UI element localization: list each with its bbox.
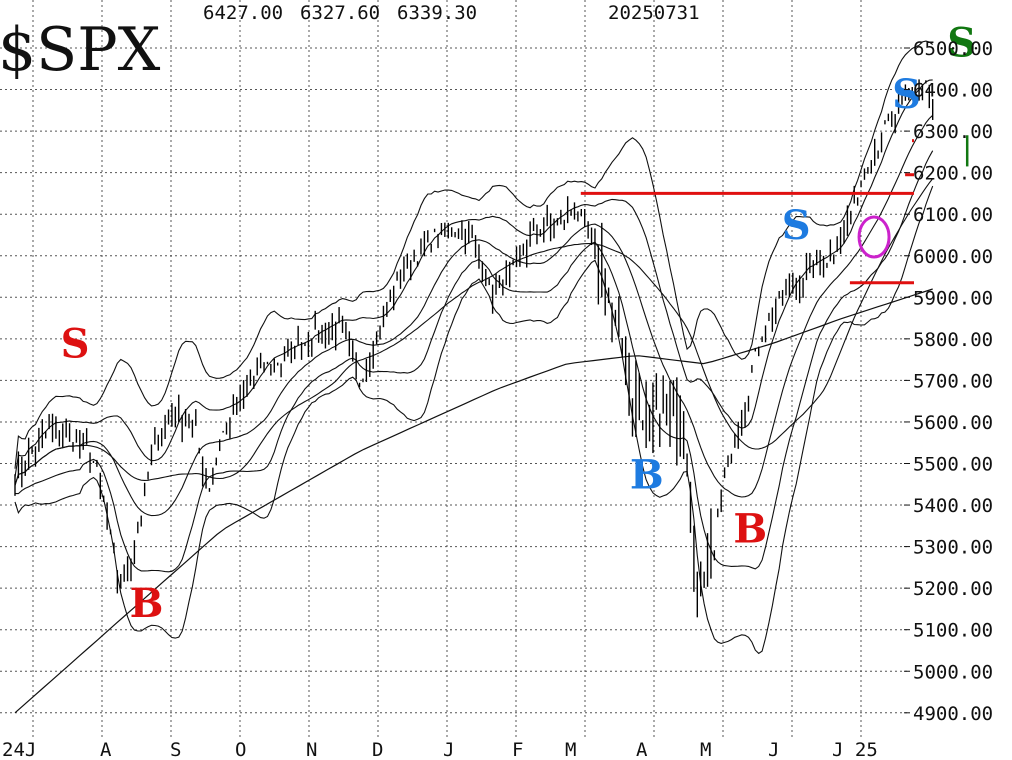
x-tick-label: J (768, 739, 779, 760)
header-high: 6427.00 (203, 2, 283, 24)
y-tick-label: 5000.00 (913, 661, 993, 683)
header-close: 6339.30 (397, 2, 477, 24)
x-tick-label: D (372, 739, 383, 760)
x-tick-label: A (636, 739, 648, 760)
ma-200-line (14, 288, 933, 714)
lower-band-inner (15, 150, 934, 573)
y-tick-label: 5700.00 (913, 370, 993, 392)
header-low: 6327.60 (300, 2, 380, 24)
signal-label: B (733, 505, 767, 552)
y-tick-label: 5300.00 (913, 537, 993, 559)
signal-label: S (892, 71, 921, 118)
x-tick-label: M (700, 739, 711, 760)
signal-label: B (130, 580, 164, 627)
y-tick-label: 5600.00 (913, 412, 993, 434)
x-tick-label: F (512, 739, 523, 760)
chart-grid (0, 0, 910, 740)
upper-band-inner (14, 79, 933, 478)
x-tick-label: M (565, 739, 576, 760)
signal-label: S (61, 321, 90, 368)
support-resistance-lines (580, 139, 914, 285)
ticker-symbol: $SPX (0, 15, 161, 85)
y-tick-label: 6200.00 (913, 163, 993, 185)
x-tick-label: O (235, 739, 246, 760)
signal-label: S (782, 202, 811, 249)
x-tick-label: A (100, 739, 112, 760)
y-tick-label: 5100.00 (913, 620, 993, 642)
upper-band (14, 40, 934, 469)
y-axis-labels: 6500.00 6400.00 6300.00 6200.00 6100.00 6000.… (904, 38, 993, 725)
y-tick-label: 5900.00 (913, 287, 993, 309)
x-tick-label: J 25 (832, 739, 878, 760)
x-axis-labels: 24J A S O N D J F M A M J J 25 (2, 739, 878, 760)
ma-20-line (14, 114, 934, 517)
y-tick-label: 5500.00 (913, 454, 993, 476)
circle-marker (857, 215, 891, 259)
y-tick-label: 6500.00 (913, 38, 993, 60)
x-tick-label: N (306, 739, 317, 760)
lower-band (14, 185, 934, 655)
price-bars (14, 79, 934, 618)
y-tick-label: 5200.00 (913, 578, 993, 600)
x-tick-label: 24J (2, 739, 36, 760)
ma-50-line (14, 178, 934, 486)
signal-label: S (947, 19, 976, 66)
signal-label: B (630, 451, 664, 498)
moving-average-bands (14, 40, 934, 655)
y-tick-label: 6000.00 (913, 246, 993, 268)
y-tick-label: 6300.00 (913, 121, 993, 143)
y-tick-label: 5400.00 (913, 495, 993, 517)
x-tick-label: J (443, 739, 454, 760)
y-tick-label: 4900.00 (913, 703, 993, 725)
ma-200-path (14, 288, 933, 714)
header-date: 20250731 (608, 2, 700, 24)
y-tick-label: 6100.00 (913, 204, 993, 226)
x-tick-label: S (170, 739, 181, 760)
y-tick-label: 5800.00 (913, 329, 993, 351)
y-tick-label: 6400.00 (913, 80, 993, 102)
